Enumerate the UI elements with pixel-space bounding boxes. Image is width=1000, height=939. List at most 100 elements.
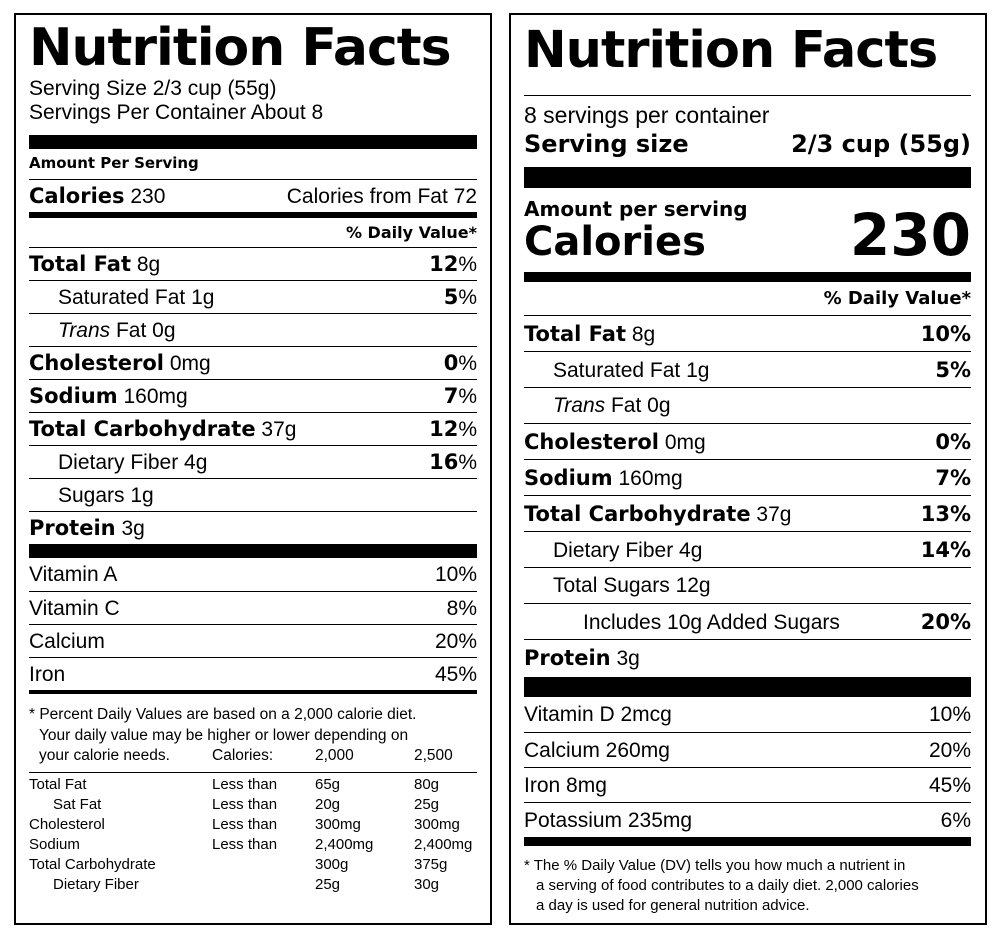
- medium-divider: [524, 272, 971, 282]
- vitamin-row: Potassium 235mg 6%: [524, 802, 971, 837]
- table-header-cell: 2,500: [414, 747, 453, 764]
- nutrient-name: Dietary Fiber 4g: [58, 451, 208, 474]
- vitamin-name: Iron: [29, 663, 66, 686]
- nutrient-amount: 37g: [261, 418, 297, 441]
- nutrient-name: Cholesterol: [29, 351, 164, 375]
- nutrient-name: Total Carbohydrate: [524, 502, 751, 526]
- amount-per-serving: Amount Per Serving: [29, 154, 199, 172]
- table-cell: 25g: [315, 876, 341, 893]
- nutrient-dv-number: 7: [443, 384, 459, 408]
- table-cell: 20g: [315, 796, 341, 813]
- vitamin-value: 8%: [446, 597, 477, 620]
- nutrient-name: Total Fat: [29, 252, 132, 276]
- nutrient-row-protein: Protein 3g: [524, 639, 971, 675]
- nutrient-amount: 0mg: [664, 431, 706, 454]
- nutrient-row-sodium: Sodium 160mg 7%: [29, 379, 477, 412]
- nutrient-dv-number: 12: [429, 252, 459, 276]
- nutrient-dv-symbol: %: [458, 418, 477, 441]
- footnote: * Percent Daily Values are based on a 2,…: [29, 704, 477, 766]
- table-header-cell: 2,000: [315, 747, 354, 764]
- nutrient-name: Cholesterol: [524, 430, 659, 454]
- table-cell: 80g: [414, 776, 440, 793]
- nutrient-name: Sodium: [29, 384, 118, 408]
- table-cell: 375g: [414, 856, 448, 873]
- nutrient-row-dietary-fiber: Dietary Fiber 4g 16%: [29, 445, 477, 478]
- label-title: Nutrition Facts: [29, 18, 452, 78]
- nutrient-dv-symbol: %: [458, 352, 477, 375]
- nutrient-row-total-fat: Total Fat 8g 10%: [524, 315, 971, 351]
- nutrient-name: Saturated Fat 1g: [58, 286, 215, 309]
- nutrient-amount: 37g: [756, 503, 792, 526]
- servings-per-container: Servings Per Container About 8: [29, 101, 324, 124]
- table-row: Cholesterol Less than 300mg 300mg: [29, 815, 477, 835]
- nutrient-row-sodium: Sodium 160mg 7%: [524, 459, 971, 495]
- calories-label: Calories: [524, 219, 706, 265]
- vitamin-row: Vitamin D 2mcg 10%: [524, 697, 971, 732]
- nutrient-row-protein: Protein 3g: [29, 511, 477, 544]
- vitamin-value: 20%: [434, 630, 477, 653]
- nutrient-amount: 0mg: [169, 352, 211, 375]
- vitamin-row: Calcium 260mg 20%: [524, 732, 971, 767]
- nutrient-dv: 13%: [920, 502, 971, 526]
- vitamin-value: 10%: [434, 563, 477, 586]
- table-cell: 300mg: [414, 816, 460, 833]
- thick-divider: [29, 544, 477, 558]
- nutrient-name: Fat 0g: [610, 394, 671, 417]
- nutrient-dv-symbol: %: [458, 385, 477, 408]
- daily-values-table: Total Fat Less than 65g 80g Sat Fat Less tha…: [29, 772, 477, 895]
- vitamin-row: Iron 8mg 45%: [524, 767, 971, 802]
- table-cell: 25g: [414, 796, 440, 813]
- nutrient-dv: 7%: [935, 466, 971, 490]
- vitamin-name: Potassium 235mg: [524, 809, 693, 832]
- serving-size-label: Serving size: [524, 130, 689, 158]
- medium-divider: [524, 837, 971, 846]
- vitamin-value: 45%: [434, 663, 477, 686]
- nutrient-row-total-fat: Total Fat 8g 12%: [29, 247, 477, 280]
- table-row: Total Carbohydrate 300g 375g: [29, 855, 477, 875]
- nutrient-name: Fat 0g: [115, 319, 176, 342]
- vitamin-name: Vitamin A: [29, 563, 118, 586]
- medium-divider: [29, 690, 477, 694]
- footnote-line: Your daily value may be higher or lower …: [39, 727, 409, 744]
- calories-value: 230: [130, 185, 166, 208]
- serving-size-row: Serving size 2/3 cup (55g): [524, 129, 971, 159]
- footnote-line: your calorie needs.: [39, 747, 170, 764]
- footnote-line: a day is used for general nutrition advi…: [536, 897, 810, 914]
- calories-from-fat: Calories from Fat 72: [286, 185, 477, 208]
- table-cell: Less than: [212, 836, 278, 853]
- amount-per-serving: Amount per serving: [524, 197, 748, 221]
- daily-value-header: % Daily Value*: [345, 223, 477, 242]
- table-cell: Dietary Fiber: [53, 876, 139, 893]
- nutrient-row-saturated-fat: Saturated Fat 1g 5%: [29, 280, 477, 313]
- nutrient-row-total-carbohydrate: Total Carbohydrate 37g 12%: [29, 412, 477, 445]
- nutrient-amount: 160mg: [123, 385, 188, 408]
- nutrient-name: Total Fat: [524, 322, 627, 346]
- table-cell: Total Carbohydrate: [29, 856, 156, 873]
- vitamin-name: Vitamin C: [29, 597, 120, 620]
- footnote-line: a serving of food contributes to a daily…: [536, 877, 919, 894]
- nutrient-name: Sodium: [524, 466, 613, 490]
- vitamin-name: Calcium 260mg: [524, 739, 670, 762]
- table-row: Sat Fat Less than 20g 25g: [29, 795, 477, 815]
- nutrient-row-saturated-fat: Saturated Fat 1g 5%: [524, 351, 971, 387]
- nutrient-name: Sugars 1g: [58, 484, 154, 507]
- daily-value-header: % Daily Value*: [823, 288, 971, 309]
- nutrient-row-cholesterol: Cholesterol 0mg 0%: [524, 423, 971, 459]
- calories-row: Calories 230 Calories from Fat 72: [29, 179, 477, 212]
- table-row: Dietary Fiber 25g 30g: [29, 875, 477, 895]
- label-title: Nutrition Facts: [524, 21, 938, 80]
- nutrient-amount: 8g: [631, 323, 656, 346]
- nutrient-row-cholesterol: Cholesterol 0mg 0%: [29, 346, 477, 379]
- vitamin-value: 45%: [928, 774, 971, 797]
- servings-per-container: 8 servings per container: [524, 95, 971, 129]
- serving-size: Serving Size 2/3 cup (55g): [29, 77, 277, 100]
- thick-divider: [524, 167, 971, 188]
- nutrient-name: Includes 10g Added Sugars: [583, 611, 840, 634]
- table-cell: Sat Fat: [53, 796, 102, 813]
- nutrient-dv: 5%: [935, 358, 971, 382]
- vitamin-value: 10%: [928, 703, 971, 726]
- table-cell: Less than: [212, 796, 278, 813]
- nutrient-name: Total Sugars 12g: [553, 574, 711, 597]
- vitamin-row: Vitamin C 8%: [29, 591, 477, 624]
- nutrient-dv: 14%: [920, 538, 971, 562]
